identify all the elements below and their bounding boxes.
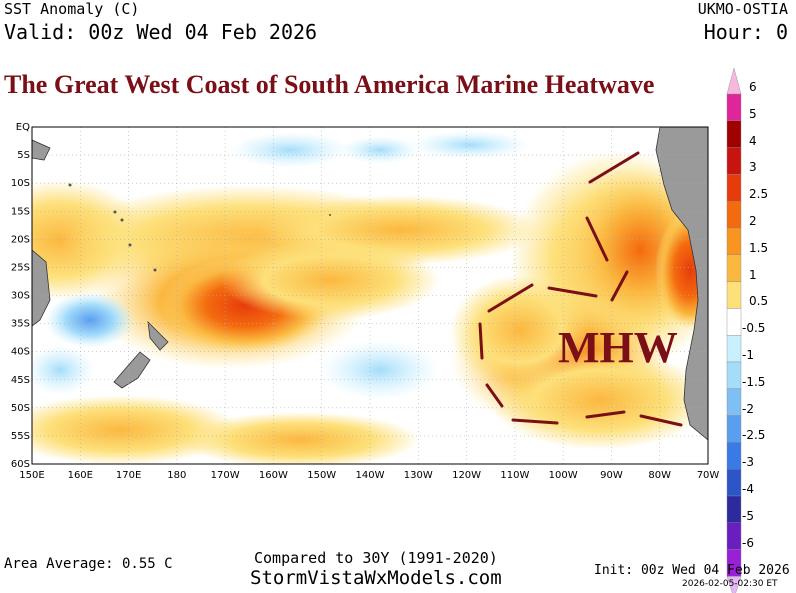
latitude-label: 35S [11, 319, 30, 330]
colorbar-swatch [726, 415, 742, 443]
longitude-label: 160W [259, 470, 288, 481]
model-name: UKMO-OSTIA [697, 0, 788, 18]
forecast-hour: Hour: 0 [703, 20, 788, 44]
longitude-label: 170E [116, 470, 141, 481]
longitude-label: 150W [307, 470, 336, 481]
colorbar-tick-label: 5 [749, 106, 757, 121]
site-credit: StormVistaWxModels.com [250, 567, 502, 589]
lat-lon-grid [32, 127, 708, 464]
latitude-label: 50S [11, 403, 30, 414]
colorbar-min-arrow [726, 576, 742, 593]
latitude-label: 10S [11, 178, 30, 189]
colorbar-tick-label: 2.5 [749, 187, 769, 202]
longitude-label: 90W [600, 470, 623, 481]
init-time: Init: 00z Wed 04 Feb 2026 [594, 563, 790, 578]
colorbar-swatch [726, 335, 742, 363]
mhw-label: MHW [558, 323, 678, 372]
anomaly-field [32, 127, 708, 464]
colorbar-swatch [726, 442, 742, 470]
colorbar-swatch [726, 388, 742, 416]
colorbar-tick-label: 6 [749, 80, 757, 94]
longitude-label: 150E [19, 470, 44, 481]
longitude-label: 100W [549, 470, 578, 481]
colorbar-swatch [726, 93, 742, 121]
colorbar-swatch [726, 495, 742, 523]
colorbar-tick-label: 4 [749, 133, 757, 148]
longitude-label: 80W [648, 470, 671, 481]
longitude-label: 140W [356, 470, 385, 481]
latitude-label: 25S [11, 262, 30, 273]
longitude-labels: 150E 160E 170E 180 170W 160W 150W 140W 130W 120W 1… [19, 470, 719, 481]
colorbar-tick-label: -0.5 [742, 321, 766, 336]
colorbar-swatch [726, 469, 742, 497]
latitude-label: 60S [11, 459, 30, 470]
area-average: Area Average: 0.55 C [4, 556, 173, 572]
latitude-label: 55S [11, 431, 30, 442]
longitude-label: 130W [404, 470, 433, 481]
latitude-labels: EQ 5S 10S 15S 20S 25S 30S 35S 40S 45S 50S 55S 60S [11, 122, 30, 470]
colorbar-tick-label: -4 [742, 482, 754, 496]
colorbar-swatch [726, 200, 742, 229]
colorbar-swatch [726, 147, 742, 175]
colorbar-swatch [726, 361, 742, 389]
colorbar-max-arrow [726, 67, 742, 95]
colorbar-swatch [726, 174, 742, 202]
timestamp: 2026-02-05-02:30 ET [682, 579, 778, 589]
colorbar-swatch [726, 281, 742, 309]
latitude-label: 5S [17, 150, 30, 161]
longitude-label: 180 [167, 470, 186, 481]
latitude-label: 20S [11, 234, 30, 245]
longitude-label: 70W [697, 470, 720, 481]
colorbar-tick-label: -5 [742, 508, 754, 523]
mhw-outline [478, 151, 683, 427]
latitude-label: 30S [11, 291, 30, 302]
latitude-label: EQ [16, 122, 30, 133]
colorbar-tick-label: -1.5 [742, 374, 766, 389]
longitude-label: 120W [452, 470, 481, 481]
product-title: SST Anomaly (C) [4, 0, 140, 18]
latitude-label: 45S [11, 375, 30, 386]
colorbar-swatch [726, 522, 742, 550]
colorbar-tick-label: -6 [742, 535, 754, 550]
latitude-label: 40S [11, 347, 30, 358]
colorbar-swatch [726, 120, 742, 148]
colorbar-tick-label: -3 [742, 455, 754, 470]
colorbar-tick-label: 1 [749, 267, 757, 282]
colorbar-swatch [726, 227, 742, 255]
colorbar-tick-label: 0.5 [749, 294, 769, 309]
colorbar-swatch [726, 254, 742, 282]
colorbar-tick-label: -1 [742, 348, 754, 362]
colorbar-tick-label: -2.5 [742, 428, 766, 443]
headline: The Great West Coast of South America Ma… [4, 70, 655, 99]
colorbar-tick-label: 3 [749, 160, 757, 175]
colorbar-tick-label: 2 [749, 214, 757, 228]
valid-time: Valid: 00z Wed 04 Feb 2026 [4, 20, 318, 44]
map-frame [31, 126, 709, 465]
colorbar-tick-label: 1.5 [749, 240, 769, 255]
colorbar [726, 67, 742, 593]
longitude-label: 110W [500, 470, 529, 481]
climatology-note: Compared to 30Y (1991-2020) [254, 549, 498, 567]
colorbar-tick-label: -2 [742, 401, 754, 416]
longitude-label: 160E [68, 470, 93, 481]
latitude-label: 15S [11, 206, 30, 217]
colorbar-swatch [726, 308, 742, 336]
longitude-label: 170W [211, 470, 240, 481]
